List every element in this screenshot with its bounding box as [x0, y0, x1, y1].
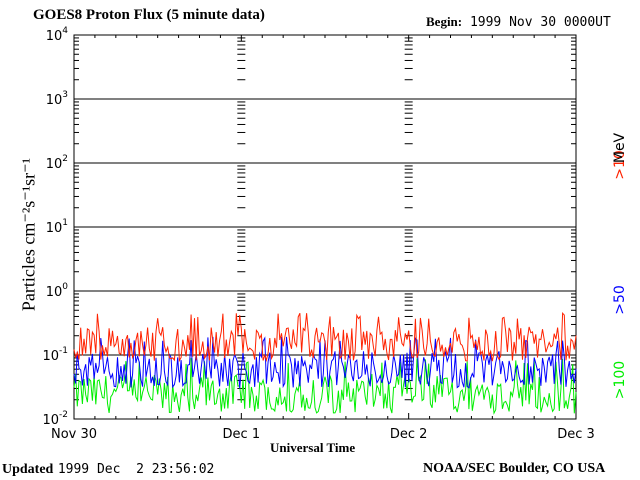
y-tick-label: 102: [46, 154, 68, 172]
y-tick-label: 103: [46, 90, 68, 108]
chart-title: GOES8 Proton Flux (5 minute data): [33, 7, 265, 23]
y-tick-label: 10-2: [42, 410, 68, 428]
updated-label: Updated: [2, 462, 54, 477]
begin-time: Begin: 1999 Nov 30 0000UT: [426, 14, 611, 30]
legend-unit: MeV: [612, 132, 628, 163]
x-axis-label: Universal Time: [270, 440, 356, 455]
y-tick-label: 10-1: [42, 346, 68, 364]
begin-value: 1999 Nov 30 0000UT: [469, 15, 611, 30]
y-tick-label: 104: [46, 26, 69, 44]
series-line: [73, 358, 577, 415]
credit-text: NOAA/SEC Boulder, CO USA: [423, 461, 606, 476]
legend-label: >100: [612, 361, 628, 399]
legend-label: >50: [612, 285, 628, 315]
updated-timestamp: Updated 1999 Dec 2 23:56:02: [2, 461, 214, 478]
updated-value: 1999 Dec 2 23:56:02: [57, 462, 215, 477]
legend-label: >10: [612, 150, 628, 180]
x-tick-label: Dec 1: [223, 427, 261, 442]
series-line: [73, 311, 577, 363]
y-tick-label: 101: [46, 218, 68, 236]
x-tick-label: Nov 30: [51, 427, 97, 442]
y-tick-label: 100: [46, 282, 69, 300]
begin-label: Begin:: [426, 14, 463, 29]
x-tick-label: Dec 3: [557, 427, 595, 442]
x-tick-label: Dec 2: [390, 427, 428, 442]
